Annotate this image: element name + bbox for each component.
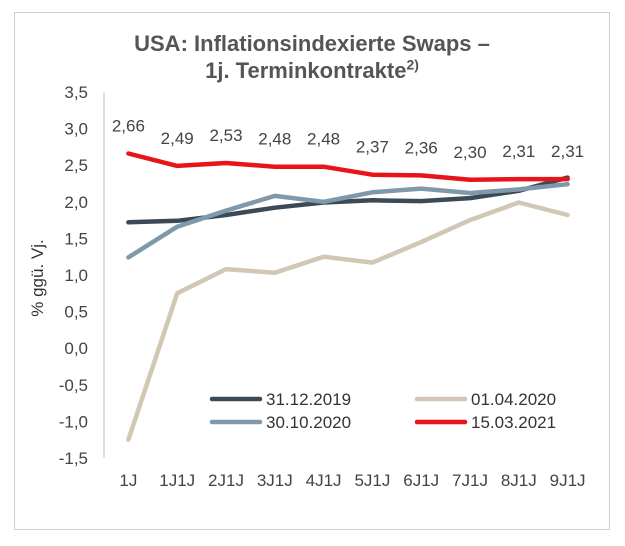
legend-item: 01.04.2020 (414, 390, 556, 409)
chart-title: USA: Inflationsindexierte Swaps – 1j. Te… (14, 30, 610, 84)
data-label: 2,37 (356, 138, 389, 157)
y-tick-label: 2,5 (64, 156, 88, 175)
x-tick-label: 8J1J (501, 471, 537, 490)
data-label: 2,48 (307, 130, 340, 149)
series-lines (126, 151, 570, 442)
y-tick-label: 0,5 (64, 303, 88, 322)
y-tick-label: 2,0 (64, 193, 88, 212)
chart-frame (14, 12, 610, 530)
legend-item: 30.10.2020 (209, 413, 351, 432)
x-tick-label: 1J1J (159, 471, 195, 490)
legend-item: 15.03.2021 (414, 413, 556, 432)
data-labels: 2,66 2,49 2,53 2,48 2,48 2,37 2,36 2,30 2,31 2,31 (112, 116, 584, 161)
y-tick-labels: -1,5 -1,0 -0,5 0,0 0,5 1,0 1,5 2,0 2,5 3,0 3,5 (59, 83, 88, 468)
series-line-30.10.2020 (126, 181, 570, 260)
x-tick-label: 5J1J (354, 471, 390, 490)
x-tick-label: 6J1J (403, 471, 439, 490)
y-tick-label: 3,5 (64, 83, 88, 102)
x-tick-label: 7J1J (452, 471, 488, 490)
chart-title-line2-text: 1j. Terminkontrakte (205, 58, 407, 83)
data-label: 2,49 (161, 129, 194, 148)
series-line-15.03.2021 (126, 151, 570, 183)
x-tick-label: 1J (119, 471, 137, 490)
data-label: 2,31 (502, 142, 535, 161)
series-line-31.12.2019 (126, 175, 570, 225)
legend-item: 31.12.2019 (209, 390, 351, 409)
data-label: 2,66 (112, 116, 145, 135)
data-label: 2,30 (453, 143, 486, 162)
legend-label: 30.10.2020 (266, 413, 351, 432)
x-tick-label: 4J1J (306, 471, 342, 490)
chart-title-footnote: 2) (406, 56, 419, 73)
y-axis-label: % ggü. Vj. (28, 239, 47, 317)
x-tick-label: 9J1J (550, 471, 586, 490)
legend: 31.12.2019 01.04.2020 30.10.2020 15.03.2021 (209, 390, 556, 432)
x-tick-labels: 1J 1J1J 2J1J 3J1J 4J1J 5J1J 6J1J 7J1J 8J1J 9J1J (119, 471, 585, 490)
chart-title-line2: 1j. Terminkontrakte2) (14, 57, 610, 84)
data-label: 2,31 (551, 142, 584, 161)
y-tick-label: 3,0 (64, 120, 88, 139)
legend-label: 31.12.2019 (266, 390, 351, 409)
x-tick-label: 3J1J (257, 471, 293, 490)
y-tick-label: -0,5 (59, 376, 88, 395)
legend-label: 01.04.2020 (471, 390, 556, 409)
series-line-01.04.2020 (126, 200, 570, 442)
y-tick-label: -1,0 (59, 412, 88, 431)
data-label: 2,36 (405, 138, 438, 157)
y-tick-label: -1,5 (59, 449, 88, 468)
chart-title-line1: USA: Inflationsindexierte Swaps – (134, 31, 490, 56)
x-tick-label: 2J1J (208, 471, 244, 490)
y-tick-label: 0,0 (64, 339, 88, 358)
y-tick-label: 1,5 (64, 229, 88, 248)
y-tick-label: 1,0 (64, 266, 88, 285)
legend-label: 15.03.2021 (471, 413, 556, 432)
data-label: 2,53 (209, 126, 242, 145)
data-label: 2,48 (258, 130, 291, 149)
